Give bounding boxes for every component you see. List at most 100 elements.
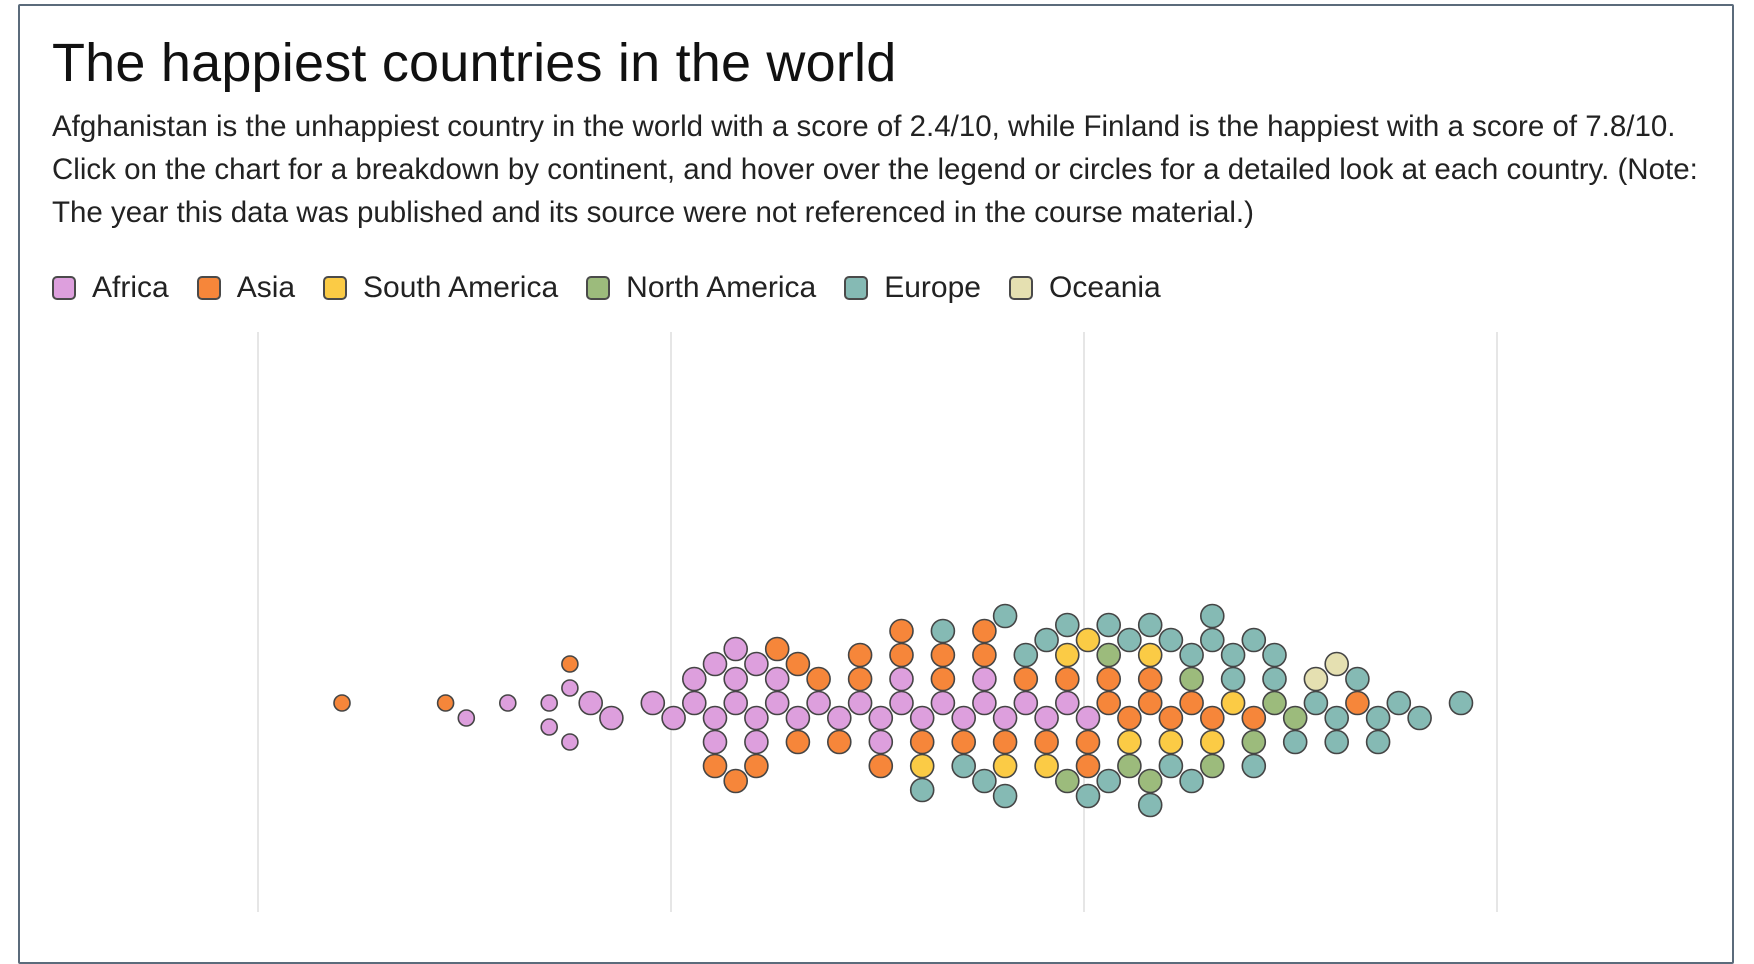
country-circle-asia[interactable] [826,729,852,755]
country-circle-north-america[interactable] [1262,690,1287,716]
country-circle-asia[interactable] [1013,666,1039,692]
country-circle-asia[interactable] [930,642,956,668]
country-circle-africa[interactable] [972,690,997,716]
country-circle-asia[interactable] [1117,705,1142,731]
country-circle-asia[interactable] [1137,666,1163,692]
country-circle-africa[interactable] [951,705,977,731]
country-circle-asia[interactable] [1034,729,1059,755]
country-circle-africa[interactable] [785,705,811,731]
country-circle-asia[interactable] [972,642,997,668]
country-circle-europe[interactable] [1075,783,1101,809]
country-circle-europe[interactable] [930,618,956,644]
country-circle-africa[interactable] [640,690,666,716]
country-circle-europe[interactable] [1096,612,1121,638]
country-circle-asia[interactable] [889,642,914,668]
country-circle-asia[interactable] [992,729,1018,755]
country-circle-africa[interactable] [744,651,769,677]
country-circle-asia[interactable] [764,636,790,662]
legend-item-oceania[interactable]: Oceania [1008,271,1161,305]
country-circle-asia[interactable] [723,768,749,794]
country-circle-europe[interactable] [1179,642,1204,668]
country-circle-africa[interactable] [992,705,1018,731]
country-circle-asia[interactable] [806,666,831,692]
country-circle-asia[interactable] [785,651,811,677]
country-circle-europe[interactable] [1262,666,1287,692]
country-circle-north-america[interactable] [1282,705,1308,731]
country-circle-africa[interactable] [847,690,873,716]
country-circle-europe[interactable] [1096,768,1121,794]
country-circle-asia[interactable] [1179,690,1204,716]
legend-item-asia[interactable]: Asia [196,271,295,305]
country-circle-asia[interactable] [1096,666,1121,692]
country-circle-africa[interactable] [764,690,790,716]
country-circle-europe[interactable] [1220,642,1246,668]
beeswarm-chart[interactable] [0,0,1754,912]
legend-item-europe[interactable]: Europe [844,271,981,305]
country-circle-africa[interactable] [764,666,790,692]
country-circle-asia[interactable] [1075,729,1101,755]
country-circle-europe[interactable] [1303,690,1329,716]
country-circle-europe[interactable] [1013,642,1039,668]
country-circle-europe[interactable] [1117,627,1142,653]
country-circle-north-america[interactable] [1200,753,1225,779]
country-circle-africa[interactable] [1013,690,1039,716]
country-circle-europe[interactable] [1324,729,1349,755]
country-circle-south-america[interactable] [909,753,935,779]
country-circle-europe[interactable] [1034,627,1059,653]
country-circle-europe[interactable] [1158,627,1184,653]
country-circle-africa[interactable] [561,733,579,751]
country-circle-africa[interactable] [1075,705,1101,731]
country-circle-africa[interactable] [868,705,894,731]
country-circle-asia[interactable] [702,753,728,779]
country-circle-africa[interactable] [723,666,749,692]
country-circle-north-america[interactable] [1096,642,1121,668]
country-circle-europe[interactable] [1200,603,1225,629]
country-circle-asia[interactable] [909,729,935,755]
country-circle-asia[interactable] [1241,705,1267,731]
country-circle-africa[interactable] [723,636,749,662]
country-circle-africa[interactable] [540,718,559,736]
country-circle-asia[interactable] [436,694,455,712]
country-circle-africa[interactable] [661,705,686,731]
country-circle-south-america[interactable] [1117,729,1142,755]
country-circle-asia[interactable] [1158,705,1184,731]
country-circle-africa[interactable] [681,666,707,692]
country-circle-europe[interactable] [1365,705,1391,731]
country-circle-europe[interactable] [1220,666,1246,692]
country-circle-europe[interactable] [1179,768,1204,794]
country-circle-africa[interactable] [540,694,559,712]
country-circle-asia[interactable] [744,753,769,779]
country-circle-africa[interactable] [498,694,517,712]
country-circle-north-america[interactable] [1179,666,1204,692]
country-circle-europe[interactable] [992,603,1018,629]
country-circle-europe[interactable] [1407,705,1432,731]
country-circle-africa[interactable] [1034,705,1059,731]
country-circle-asia[interactable] [1075,753,1101,779]
country-circle-north-america[interactable] [1055,768,1080,794]
country-circle-europe[interactable] [1055,612,1080,638]
country-circle-africa[interactable] [457,709,476,727]
country-circle-africa[interactable] [702,729,728,755]
country-circle-africa[interactable] [681,690,707,716]
country-circle-africa[interactable] [930,690,956,716]
country-circle-europe[interactable] [1137,612,1163,638]
country-circle-europe[interactable] [1200,627,1225,653]
country-circle-south-america[interactable] [992,753,1018,779]
country-circle-south-america[interactable] [1034,753,1059,779]
country-circle-europe[interactable] [1241,627,1267,653]
country-circle-europe[interactable] [909,777,935,803]
country-circle-asia[interactable] [1096,690,1121,716]
country-circle-asia[interactable] [847,666,873,692]
country-circle-africa[interactable] [578,690,604,716]
country-circle-asia[interactable] [561,655,579,673]
country-circle-europe[interactable] [1158,753,1184,779]
country-circle-asia[interactable] [972,618,997,644]
country-circle-oceania[interactable] [1324,651,1349,677]
country-circle-north-america[interactable] [1117,753,1142,779]
country-circle-africa[interactable] [806,690,831,716]
country-circle-oceania[interactable] [1303,666,1329,692]
country-circle-europe[interactable] [1241,753,1267,779]
country-circle-north-america[interactable] [1137,768,1163,794]
country-circle-south-america[interactable] [1075,627,1101,653]
country-circle-europe[interactable] [1137,792,1163,818]
